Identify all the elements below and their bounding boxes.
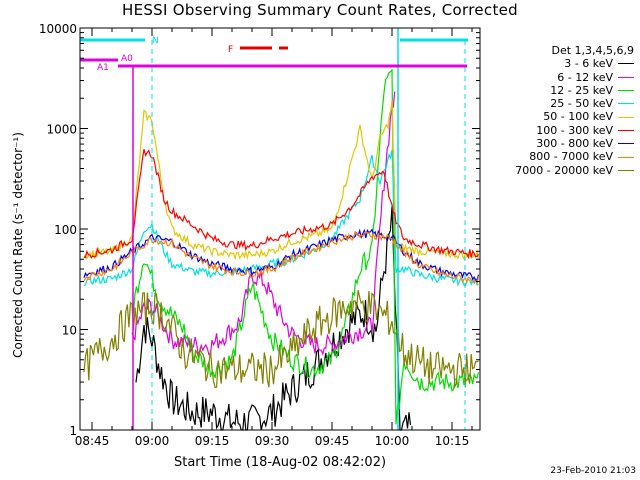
- y-tick-label: 100: [54, 223, 77, 237]
- legend-swatch: [618, 103, 634, 105]
- legend-label: 3 - 6 keV: [564, 57, 613, 71]
- legend-item: 7000 - 20000 keV: [484, 164, 634, 177]
- legend-label: 25 - 50 keV: [550, 97, 613, 111]
- legend-item: 800 - 7000 keV: [484, 150, 634, 163]
- legend-label: 800 - 7000 keV: [529, 150, 613, 164]
- legend-label: 6 - 12 keV: [557, 70, 613, 84]
- legend-item: 12 - 25 keV: [484, 84, 634, 97]
- date-stamp: 23-Feb-2010 21:03: [550, 466, 636, 476]
- y-axis-label-svg: Corrected Count Rate (s⁻¹ detector⁻¹): [11, 132, 25, 358]
- legend-label: 300 - 800 keV: [536, 137, 613, 151]
- legend-label: 7000 - 20000 keV: [515, 163, 613, 177]
- legend-label: 50 - 100 keV: [543, 110, 613, 124]
- legend: Det 1,3,4,5,6,9 3 - 6 keV 6 - 12 keV 12 - …: [484, 44, 634, 177]
- series-line-4: [83, 100, 480, 261]
- y-tick-label: 1000: [46, 123, 77, 137]
- x-tick-label: 09:15: [195, 434, 230, 448]
- x-tick-label: 09:45: [315, 434, 350, 448]
- legend-item: 50 - 100 keV: [484, 110, 634, 123]
- legend-swatch: [618, 129, 634, 131]
- legend-swatch: [618, 143, 634, 145]
- legend-swatch: [618, 63, 634, 65]
- series-line-8: [83, 289, 479, 389]
- series-line-5: [83, 149, 479, 260]
- legend-item: 3 - 6 keV: [484, 57, 634, 70]
- legend-swatch: [618, 90, 634, 92]
- annotation-a1: A1: [97, 63, 109, 73]
- legend-item: 300 - 800 keV: [484, 137, 634, 150]
- chart-title: HESSI Observing Summary Count Rates, Cor…: [122, 1, 518, 19]
- y-tick-label: 1: [69, 424, 77, 438]
- legend-label: 100 - 300 keV: [536, 123, 613, 137]
- y-axis-label: Corrected Count Rate (s⁻¹ detector⁻¹): [11, 132, 25, 358]
- legend-item: 25 - 50 keV: [484, 97, 634, 110]
- x-tick-label: 08:45: [75, 434, 110, 448]
- y-tick-label: 10000: [39, 22, 77, 36]
- series-line-0: [135, 206, 412, 431]
- legend-swatch: [618, 169, 634, 171]
- annotation-a0: A0: [121, 54, 133, 64]
- legend-swatch: [618, 156, 634, 158]
- legend-label: 12 - 25 keV: [550, 83, 613, 97]
- x-tick-label: 10:00: [375, 434, 410, 448]
- legend-item: 6 - 12 keV: [484, 71, 634, 84]
- series-line-1: [131, 91, 396, 357]
- legend-item: 100 - 300 keV: [484, 124, 634, 137]
- x-tick-label: 09:00: [135, 434, 170, 448]
- legend-swatch: [618, 116, 634, 118]
- legend-swatch: [618, 76, 634, 78]
- x-axis-label: Start Time (18-Aug-02 08:42:02): [173, 455, 387, 470]
- x-tick-label: 10:15: [435, 434, 470, 448]
- legend-header: Det 1,3,4,5,6,9: [551, 44, 634, 57]
- y-tick-label: 10: [62, 324, 77, 338]
- annotation-n: N: [152, 36, 159, 46]
- series-line-3: [83, 149, 479, 287]
- annotation-f: F: [228, 45, 233, 55]
- y-axis-label-wrap: Corrected Count Rate (s⁻¹ detector⁻¹): [10, 125, 26, 365]
- x-tick-label: 09:30: [255, 434, 290, 448]
- series-line-7: [83, 230, 480, 286]
